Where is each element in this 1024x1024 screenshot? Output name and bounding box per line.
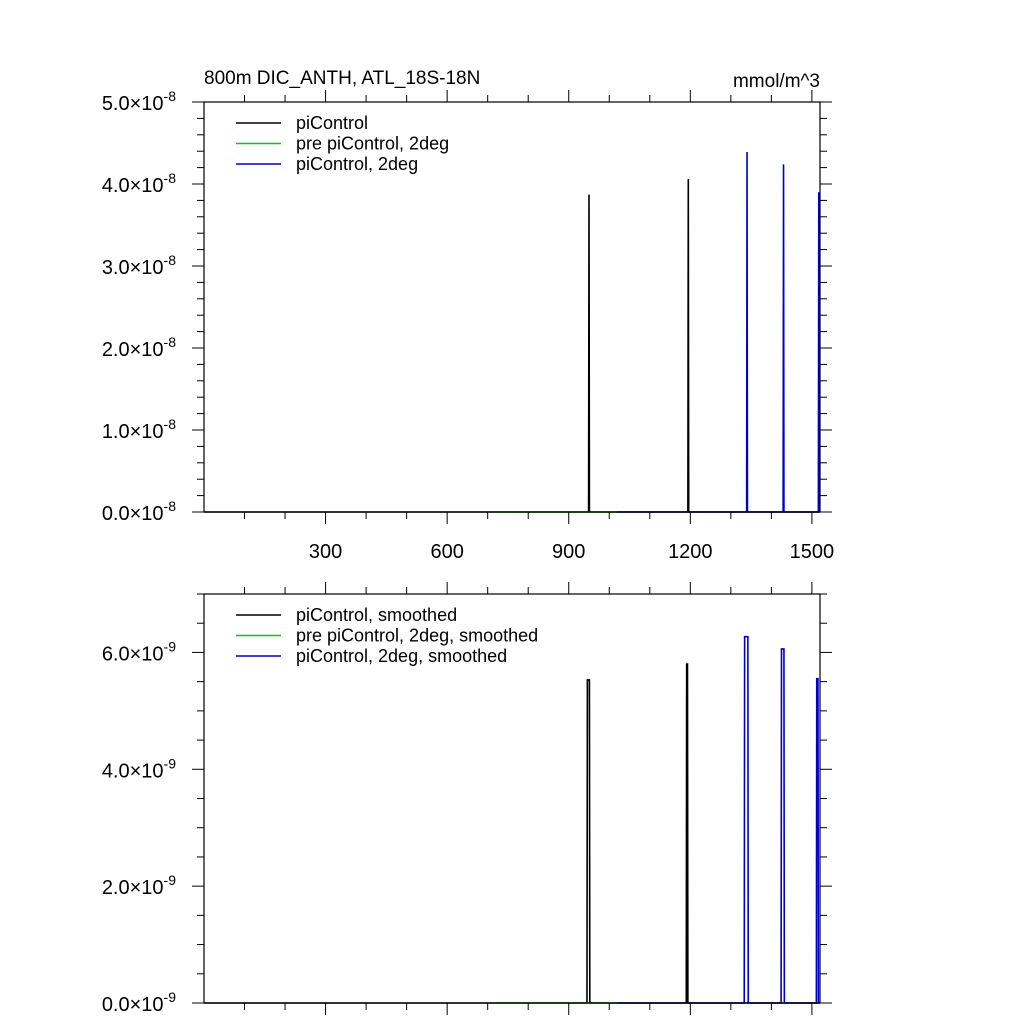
y-tick-label: 4.0×10-9: [102, 755, 176, 782]
legend-entry-3: piControl, 2deg: [296, 154, 418, 174]
legend-entry-3: piControl, 2deg, smoothed: [296, 646, 507, 666]
series-line-3: [617, 152, 820, 513]
y-tick-label: 5.0×10-8: [102, 88, 176, 115]
y-tick-label: 2.0×10-9: [102, 872, 176, 899]
x-tick-label: 600: [430, 541, 463, 563]
y-tick-label: 0.0×10-8: [102, 498, 176, 525]
x-tick-label: 300: [309, 541, 342, 563]
top-panel: 800m DIC_ANTH, ATL_18S-18N mmol/m^3 300 6…: [102, 68, 834, 563]
y-tick-label: 1.0×10-8: [102, 416, 176, 443]
plot-frame: [203, 101, 821, 513]
y-tick-label: 2.0×10-8: [102, 334, 176, 361]
series-line-1: [204, 663, 820, 1004]
bottom-panel: 0.0×10-9 2.0×10-9 4.0×10-9 6.0×10-9 piContro…: [102, 582, 832, 1016]
legend-entry-2: pre piControl, 2deg: [296, 134, 449, 154]
units-label: mmol/m^3: [733, 71, 820, 92]
x-tick-label: 1500: [790, 541, 835, 563]
chart-title: 800m DIC_ANTH, ATL_18S-18N: [204, 68, 480, 89]
legend-entry-1: piControl, smoothed: [296, 605, 457, 625]
x-tick-label: 900: [552, 541, 585, 563]
series-line-3: [617, 635, 820, 1004]
x-tick-label: 1200: [668, 541, 713, 563]
y-tick-label: 4.0×10-8: [102, 170, 176, 197]
y-tick-label: 3.0×10-8: [102, 252, 176, 279]
series-line-1: [204, 179, 820, 513]
y-tick-label: 6.0×10-9: [102, 638, 176, 665]
legend-entry-1: piControl: [296, 113, 368, 133]
y-tick-label: 0.0×10-9: [102, 989, 176, 1016]
legend-entry-2: pre piControl, 2deg, smoothed: [296, 626, 538, 646]
